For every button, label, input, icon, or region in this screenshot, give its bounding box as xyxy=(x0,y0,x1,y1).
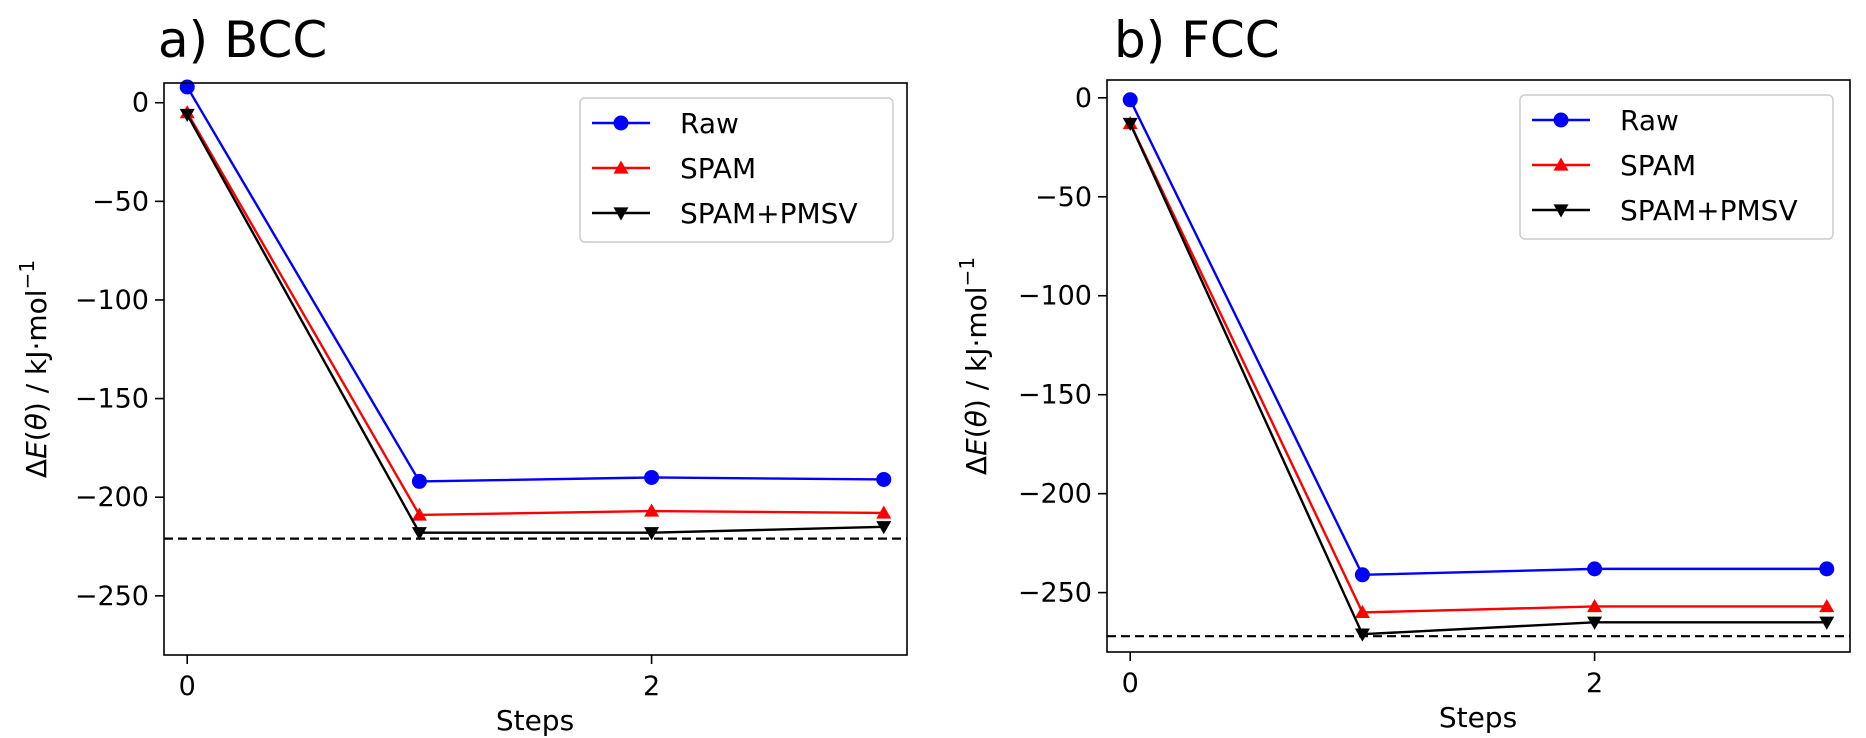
panel-a-x-tick-label-1: 2 xyxy=(643,671,660,702)
panel-b-legend-spam-pmsv-marker xyxy=(1553,204,1569,218)
panel-a-legend-spam-pmsv-label: SPAM+PMSV xyxy=(680,197,858,230)
panel-a-y-tick-label-3: −150 xyxy=(75,384,149,415)
panel-b-series-raw-point-1 xyxy=(1354,567,1370,583)
panel-b-y-tick-label-5: −250 xyxy=(1018,578,1092,609)
panel-a-series-spam-line xyxy=(186,111,884,517)
panel-a-legend-spam-pmsv-marker xyxy=(613,207,629,221)
panel-b-x-tick-label-0: 0 xyxy=(1122,668,1139,699)
panel-b-plot-area xyxy=(1107,92,1850,642)
panel-a-title: a) BCC xyxy=(158,11,327,69)
panel-b-y-tick-label-3: −150 xyxy=(1018,380,1092,411)
panel-b-series-spam-point-1 xyxy=(1354,604,1370,619)
panel-a-series-raw-point-2 xyxy=(644,469,660,485)
panel-b-series-spam-pmsv-point-2 xyxy=(1587,616,1603,630)
panel-a-x-axis-label: Steps xyxy=(496,704,574,737)
panel-b-x-tick-label-1: 2 xyxy=(1586,668,1603,699)
panel-a-series-spam-pmsv-point-3 xyxy=(876,521,892,535)
panel-a-legend-box xyxy=(579,97,894,243)
panel-a-series-spam-point-1 xyxy=(411,507,427,521)
panel-b-title: b) FCC xyxy=(1114,11,1280,69)
panel-b-legend-raw-label: Raw xyxy=(1620,104,1679,137)
panel-b-series-spam-pmsv-line xyxy=(1129,123,1827,636)
panel-b-series-spam-pmsv-point-0 xyxy=(1122,117,1138,132)
panel-b-legend-spam-marker xyxy=(1553,157,1569,171)
panel-b-series-raw-line xyxy=(1129,99,1827,577)
panel-a-plot-area xyxy=(164,79,907,541)
panel-b-legend: Raw SPAM SPAM+PMSV xyxy=(1519,94,1834,240)
panel-a-ticks: 0 −50 −100 −150 −200 −250 0 2 xyxy=(75,88,660,702)
panel-b-fcc: b) FCC 0 −50 −100 −150 −200 −250 0 2 Steps ΔE(θ… xyxy=(955,11,1851,734)
panel-b-axes-frame xyxy=(1106,79,1851,653)
panel-b-series-spam-line xyxy=(1129,123,1827,614)
panel-a-series-spam-pmsv-line xyxy=(186,113,884,534)
panel-a-legend-raw-marker xyxy=(613,115,629,131)
panel-b-legend-box xyxy=(1519,94,1834,240)
panel-b-y-tick-label-0: 0 xyxy=(1075,83,1092,114)
panel-a-y-tick-label-5: −250 xyxy=(75,581,149,612)
panel-a-x-tick-label-0: 0 xyxy=(179,671,196,702)
panel-a-series-raw-point-0 xyxy=(179,79,195,95)
panel-b-series-spam-pmsv-point-1 xyxy=(1354,628,1370,642)
panel-a-series-spam-pmsv-point-2 xyxy=(644,527,660,541)
panel-b-y-tick-label-1: −50 xyxy=(1035,182,1092,213)
panel-b-x-axis-label: Steps xyxy=(1439,701,1517,734)
panel-a-series-spam-point-3 xyxy=(876,505,892,519)
panel-b-series-raw-point-3 xyxy=(1819,561,1835,577)
panel-a-series-spam-pmsv-point-1 xyxy=(411,527,427,541)
panel-b-y-tick-label-4: −200 xyxy=(1018,479,1092,510)
panel-a-legend-spam-label: SPAM xyxy=(680,152,756,185)
panel-b-series-spam-pmsv-point-3 xyxy=(1819,616,1835,630)
panel-a-legend-raw-label: Raw xyxy=(680,107,739,140)
panel-b-series-spam-point-2 xyxy=(1587,598,1603,613)
panel-a-y-tick-label-1: −50 xyxy=(92,186,149,217)
panel-b-ticks: 0 −50 −100 −150 −200 −250 0 2 xyxy=(1018,83,1603,699)
panel-a-y-tick-label-0: 0 xyxy=(132,88,149,119)
panel-a-series-spam-point-2 xyxy=(644,503,660,517)
panel-b-y-tick-label-2: −100 xyxy=(1018,281,1092,312)
panel-a-bcc: a) BCC 0 −50 −100 −150 −200 −250 0 2 Steps ΔE(θ… xyxy=(15,11,908,737)
panel-a-series-raw-line xyxy=(186,86,884,483)
panel-b-series-raw-point-2 xyxy=(1587,561,1603,577)
panel-b-series-raw-point-0 xyxy=(1122,92,1138,108)
panel-a-y-tick-label-2: −100 xyxy=(75,285,149,316)
panel-a-series-raw-point-3 xyxy=(876,471,892,487)
panel-b-legend-raw-marker xyxy=(1553,112,1569,128)
panel-a-axes-frame xyxy=(163,82,908,656)
panel-a-series-raw-point-1 xyxy=(411,473,427,489)
panel-b-y-axis-label: ΔE(θ) / kJ·mol−1 xyxy=(955,257,993,475)
panel-a-series-spam-pmsv-point-0 xyxy=(179,108,195,123)
panel-b-legend-spam-label: SPAM xyxy=(1620,149,1696,182)
panel-a-y-tick-label-4: −200 xyxy=(75,482,149,513)
panel-a-legend-spam-marker xyxy=(613,160,629,174)
panel-b-legend-spam-pmsv-label: SPAM+PMSV xyxy=(1620,194,1798,227)
panel-b-series-spam-point-3 xyxy=(1819,598,1835,613)
panel-a-legend: Raw SPAM SPAM+PMSV xyxy=(579,97,894,243)
panel-a-y-axis-label: ΔE(θ) / kJ·mol−1 xyxy=(15,260,53,478)
